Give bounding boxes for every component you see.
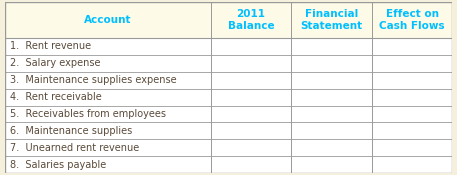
Text: 3.  Maintenance supplies expense: 3. Maintenance supplies expense: [10, 75, 176, 85]
Text: 7.  Unearned rent revenue: 7. Unearned rent revenue: [10, 143, 139, 153]
Text: 8.  Salaries payable: 8. Salaries payable: [10, 160, 106, 170]
Text: Effect on
Cash Flows: Effect on Cash Flows: [379, 9, 445, 31]
Bar: [5, 122, 452, 139]
Bar: [5, 89, 452, 106]
Bar: [5, 106, 452, 122]
Bar: [5, 156, 452, 173]
Text: 2.  Salary expense: 2. Salary expense: [10, 58, 101, 68]
Text: 2011
Balance: 2011 Balance: [228, 9, 274, 31]
Text: 1.  Rent revenue: 1. Rent revenue: [10, 41, 91, 51]
Text: 6.  Maintenance supplies: 6. Maintenance supplies: [10, 126, 132, 136]
Bar: [5, 72, 452, 89]
Bar: [5, 55, 452, 72]
Text: Financial
Statement: Financial Statement: [300, 9, 362, 31]
Bar: [5, 38, 452, 55]
Text: 5.  Receivables from employees: 5. Receivables from employees: [10, 109, 166, 119]
Bar: [5, 139, 452, 156]
Text: 4.  Rent receivable: 4. Rent receivable: [10, 92, 102, 102]
Text: Account: Account: [84, 15, 131, 25]
Bar: [5, 2, 452, 38]
